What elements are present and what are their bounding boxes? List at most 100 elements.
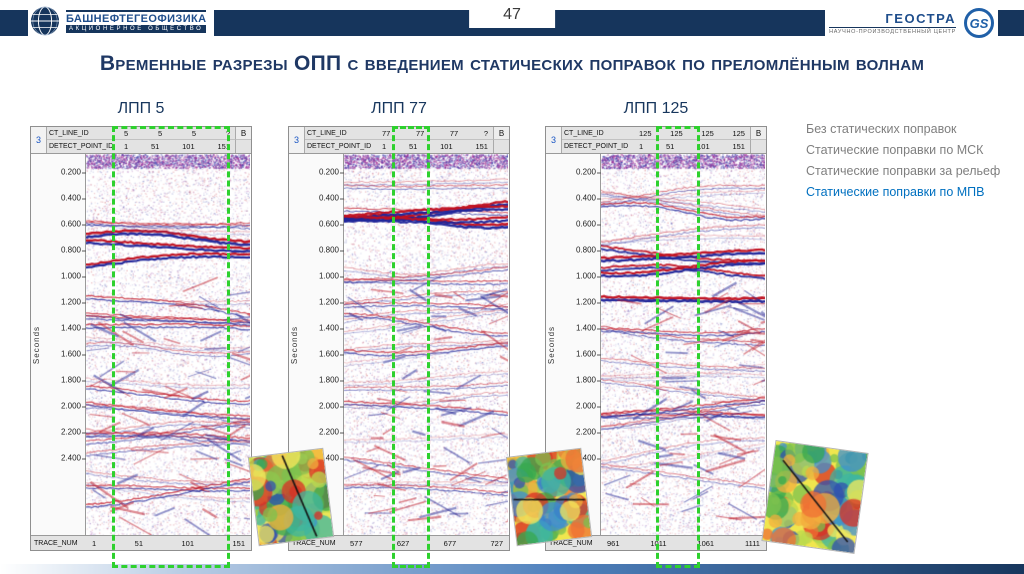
time-tick-label: 0.800 [575,245,602,255]
header-corner: 3 [31,127,47,153]
trace-num-label: TRACE_NUM [549,539,593,547]
time-tick-label: 1.000 [318,271,345,281]
header-value: 151 [732,142,745,151]
header-corner: 3 [289,127,305,153]
header-value: ? [225,128,230,138]
header-value: 5 [191,128,197,138]
time-tick-label: 1.600 [575,349,602,359]
elevation-map-thumbnail [505,447,593,547]
detect-point-id-values: 1 51 101 151 [634,140,750,153]
time-tick-label: 2.200 [60,427,87,437]
trace-num-value: 1 [92,538,97,548]
time-tick-label: 2.000 [60,401,87,411]
seismic-section: 3 CT_LINE_ID 5 5 5? В DETECT_POINT_ID 1 51 1… [30,126,252,551]
trace-num-values: 1 51 101 151 [86,539,251,548]
section-body: Seconds 0.200 0.400 0.600 0.800 1.000 1.200 1.… [289,154,509,535]
header-corner: 3 [546,127,562,153]
legend-item: Статические поправки за рельеф [806,164,1001,178]
company-name: БАШНЕФТЕГЕОФИЗИКА [66,12,207,25]
trace-num-values: 577 627 677 727 [344,539,509,548]
section-body: Seconds 0.200 0.400 0.600 0.800 1.000 1.200 1.… [31,154,251,535]
time-tick-label: 1.400 [575,323,602,333]
section-footer: TRACE_NUM 577 627 677 727 [289,535,509,550]
time-tick-label: 0.400 [575,193,602,203]
ct-line-id-label: CT_LINE_ID [562,127,634,140]
section-header: 3 CT_LINE_ID 77 77 77? В DETECT_POINT_ID 1… [289,127,509,154]
header-value: 101 [697,142,710,151]
header-value: 101 [182,142,195,151]
org-name: ГЕОСТРА [829,11,956,28]
trace-num-value: 627 [396,538,410,548]
time-tick-label: 2.400 [575,453,602,463]
seismic-image [86,154,251,535]
bottom-accent-bar [0,564,1024,574]
org-subtitle: НАУЧНО-ПРОИЗВОДСТВЕННЫЙ ЦЕНТР [829,29,956,35]
header-value: 1 [639,142,644,151]
header-right-empty [493,140,509,153]
time-tick-label: 2.400 [60,453,87,463]
header-value: 5 [157,128,163,138]
header-value: 77 [449,128,459,138]
trace-num-value: 1111 [744,538,760,548]
trace-num-value: 151 [232,538,245,548]
time-tick-label: 0.600 [575,219,602,229]
gs-badge-icon: GS [964,8,994,38]
legend-item: Без статических поправок [806,122,957,136]
time-tick-label: 1.400 [318,323,345,333]
trace-num-label: TRACE_NUM [292,539,336,547]
org-logo: ГЕОСТРА НАУЧНО-ПРОИЗВОДСТВЕННЫЙ ЦЕНТР GS [825,6,998,40]
section-header: 3 CT_LINE_ID 5 5 5? В DETECT_POINT_ID 1 51 1… [31,127,251,154]
ct-line-id-label: CT_LINE_ID [47,127,119,140]
time-tick-label: 1.200 [60,297,87,307]
time-tick-label: 1.800 [575,375,602,385]
time-tick-label: 2.200 [575,427,602,437]
trace-num-value: 677 [443,538,457,548]
header-value: 125 [732,128,745,138]
globe-logo-icon [30,6,60,36]
time-tick-label: 1.000 [60,271,87,281]
header-value: 125 [701,128,714,138]
time-axis-title: Seconds [32,325,41,364]
header-value: 125 [639,128,652,138]
time-tick-label: 2.400 [318,453,345,463]
trace-num-value: 577 [350,538,363,548]
trace-num-value: 1061 [697,538,715,548]
section-header: 3 CT_LINE_ID 125 125 125 125 В DETECT_POINT… [546,127,766,154]
header-right-empty [750,140,766,153]
ct-line-id-values: 125 125 125 125 [634,127,750,140]
section-footer: TRACE_NUM 1 51 101 151 [31,535,251,550]
trace-num-value: 961 [607,538,620,548]
header-value: 51 [150,142,160,151]
time-axis: Seconds 0.200 0.400 0.600 0.800 1.000 1.200 1.… [31,154,87,535]
header-right-empty [235,140,251,153]
company-subtitle: АКЦИОНЕРНОЕ ОБЩЕСТВО [66,24,207,33]
header-value: 51 [665,142,675,151]
header-value: 1 [382,142,387,151]
detect-point-id-values: 1 51 101 151 [377,140,493,153]
legend-item: Статические поправки по МСК [806,143,984,157]
time-tick-label: 0.400 [318,193,345,203]
time-axis-title: Seconds [290,325,299,364]
header-value: 1 [124,142,129,151]
panel-label: ЛПП 125 [623,100,689,117]
time-tick-label: 2.000 [318,401,345,411]
section-body: Seconds 0.200 0.400 0.600 0.800 1.000 1.200 1.… [546,154,766,535]
legend: Без статических поправок Статические поп… [806,122,1000,199]
ct-line-id-label: CT_LINE_ID [305,127,377,140]
trace-num-value: 101 [181,538,194,548]
time-tick-label: 1.800 [60,375,87,385]
time-tick-label: 0.800 [60,245,87,255]
header-right-cell: В [750,127,766,140]
header-value: 151 [217,142,230,151]
slide-title: Временные разрезы ОПП с введением статич… [99,52,925,75]
header-value: ? [483,128,488,138]
seismic-panel-lpp-5: ЛПП 5 3 CT_LINE_ID 5 5 5? В DETECT_POINT_I… [30,94,252,551]
trace-num-value: 51 [134,538,143,548]
ct-line-id-values: 77 77 77? [377,127,493,140]
time-tick-label: 1.800 [318,375,345,385]
time-tick-label: 1.600 [60,349,87,359]
time-tick-label: 0.400 [60,193,87,203]
trace-num-value: 1011 [650,538,667,548]
trace-num-value: 727 [490,538,503,548]
elevation-map-thumbnail [247,447,335,547]
